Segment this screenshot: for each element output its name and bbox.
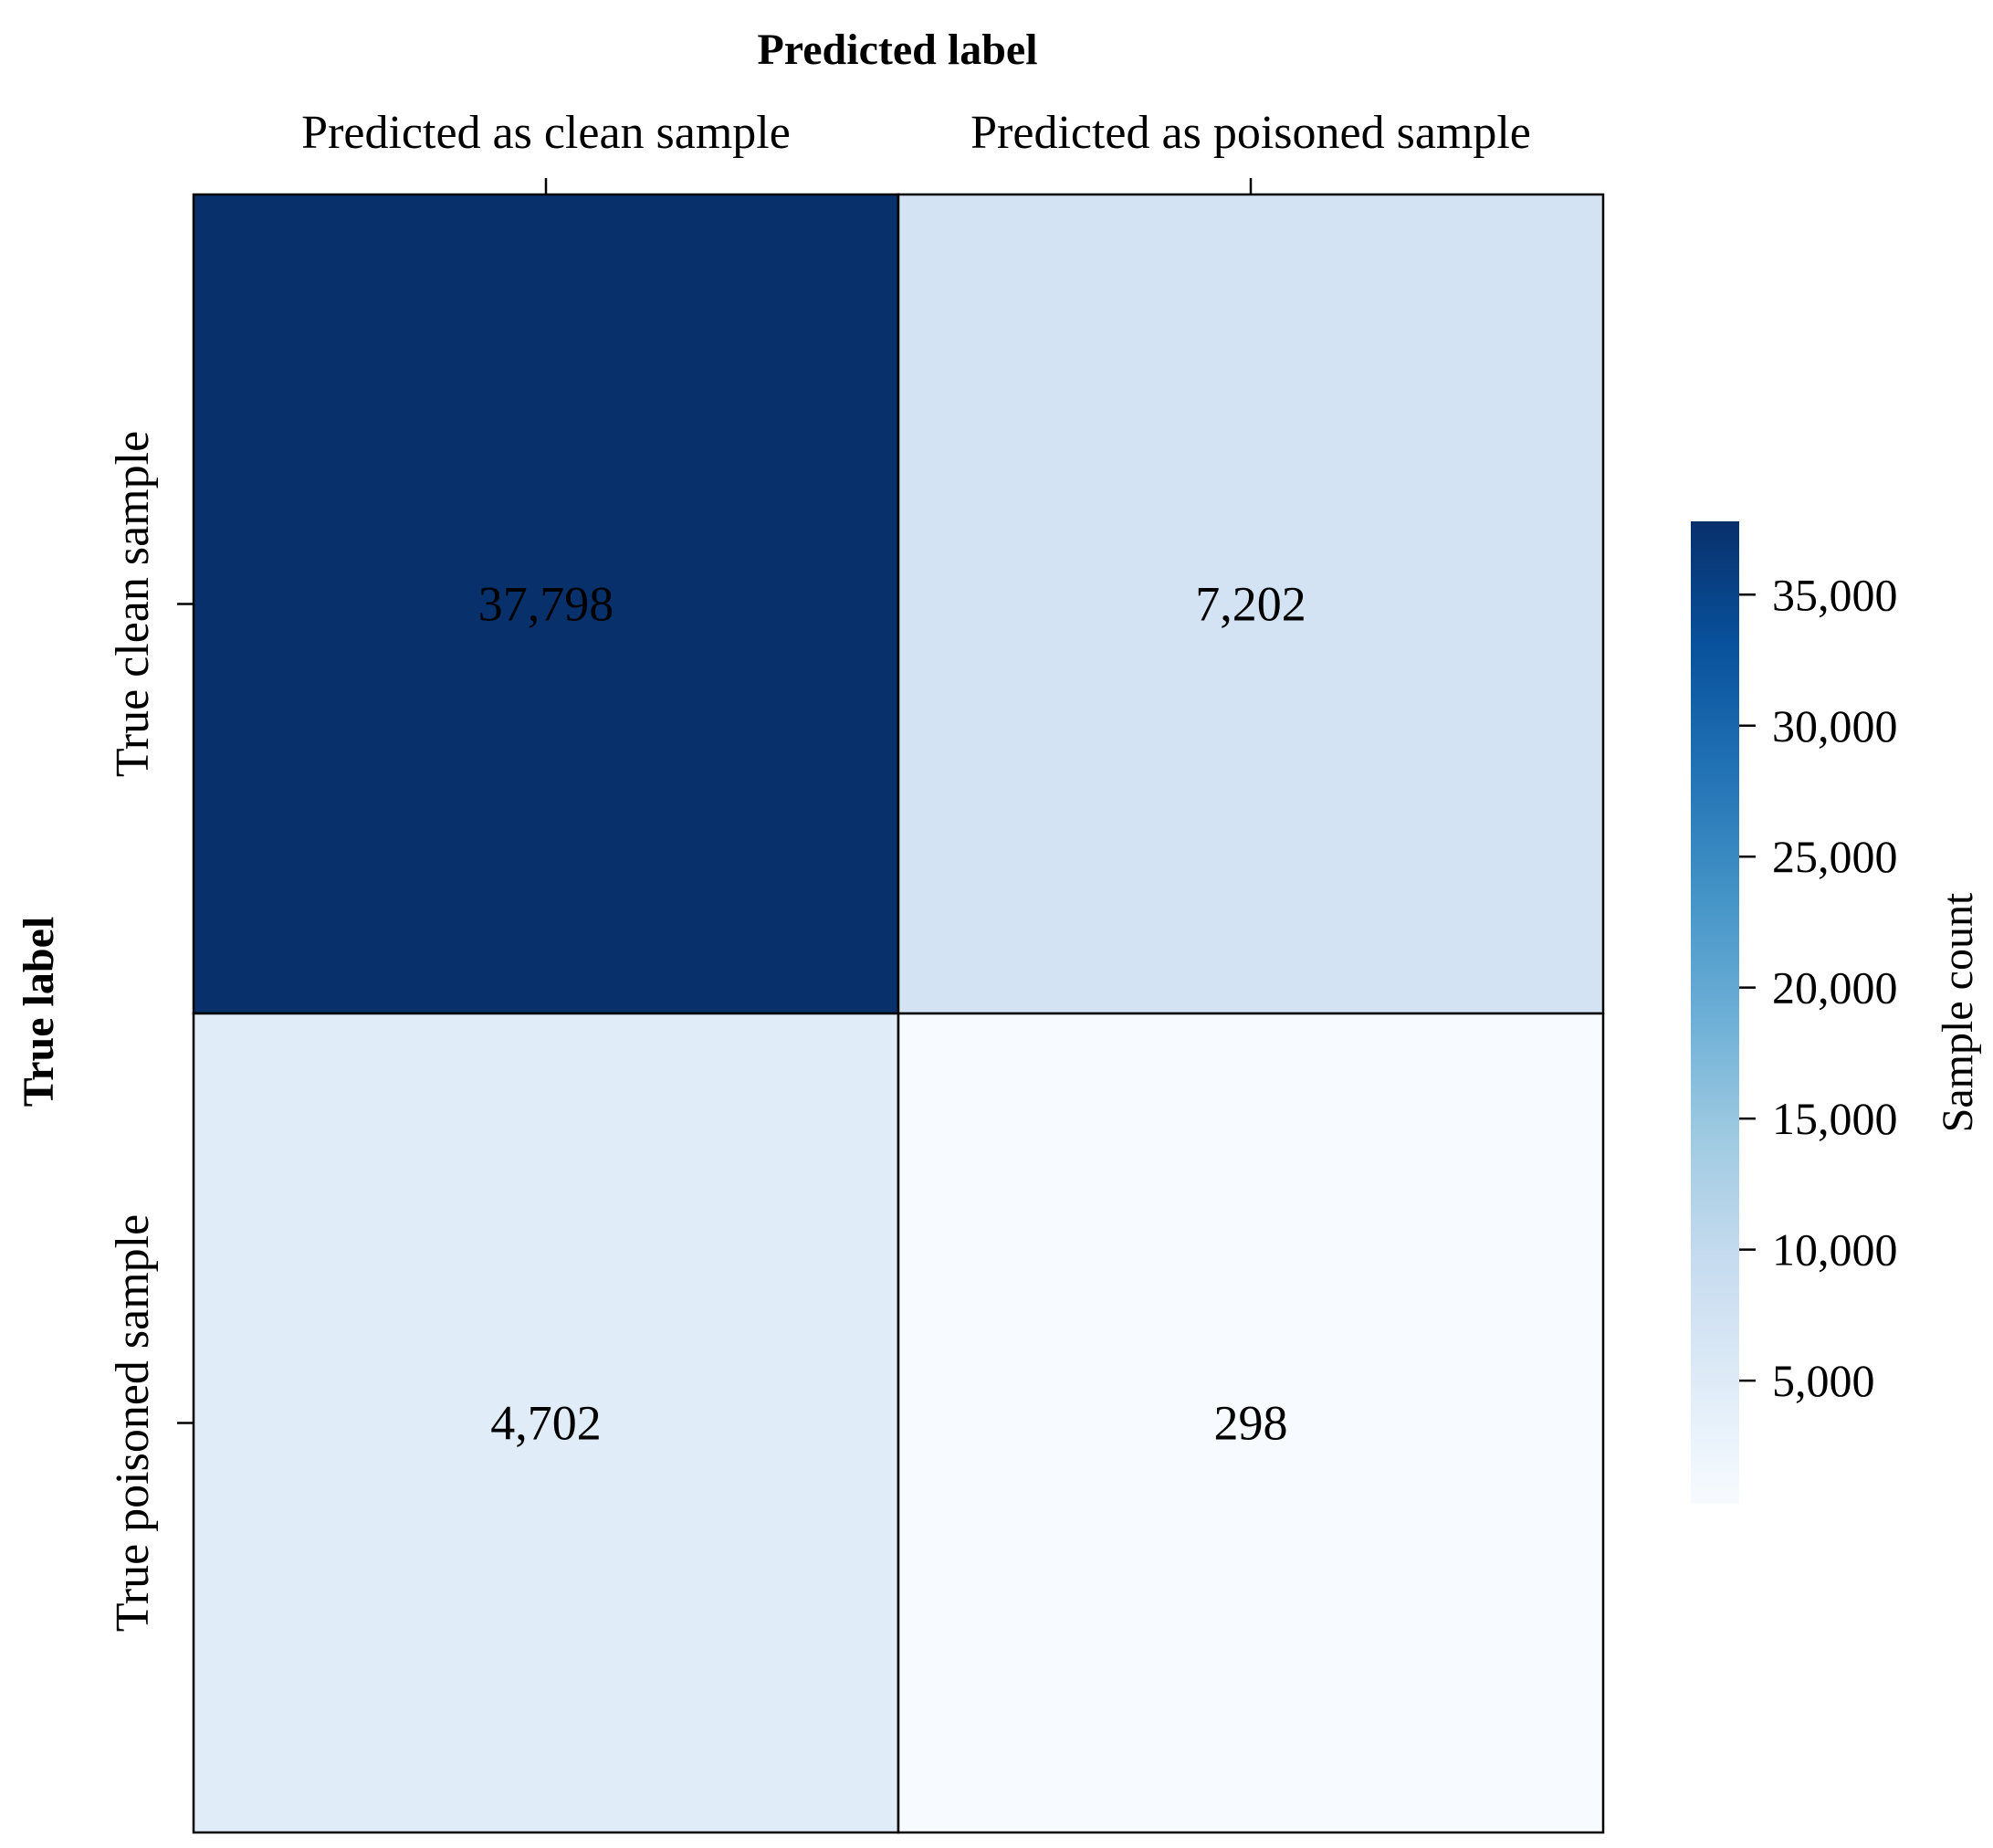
heatmap-cells — [192, 193, 1605, 1834]
colorbar-tick-label-3: 20,000 — [1772, 962, 1898, 1013]
cell-value-label-r1-c1: 298 — [1214, 1396, 1288, 1451]
y-axis-title: True label — [15, 917, 63, 1107]
y-tick-label-1: True poisoned sample — [107, 1214, 159, 1632]
colorbar-label: Sample count — [1934, 892, 1982, 1132]
y-tick-label-0: True clean sample — [107, 431, 159, 777]
cell-value-label-r1-c0: 4,702 — [490, 1396, 602, 1451]
heatmap-cell-r0-c0 — [192, 193, 900, 1015]
colorbar-tick-label-1: 10,000 — [1772, 1224, 1898, 1276]
x-axis-ticks: Predicted as clean sample Predicted as po… — [301, 107, 1531, 194]
x-tick-label-0: Predicted as clean sample — [301, 107, 791, 159]
x-tick-label-1: Predicted as poisoned sample — [970, 107, 1531, 159]
colorbar-tick-label-0: 5,000 — [1772, 1355, 1875, 1406]
cell-value-label-r0-c1: 7,202 — [1195, 577, 1306, 632]
colorbar — [1691, 521, 1739, 1504]
colorbar-tick-label-5: 30,000 — [1772, 700, 1898, 751]
colorbar-tick-label-2: 15,000 — [1772, 1093, 1898, 1144]
colorbar-ticks: 5,000 10,000 15,000 20,000 25,000 30,000 35,00… — [1739, 569, 1898, 1406]
colorbar-tick-label-6: 35,000 — [1772, 569, 1898, 620]
heatmap-cell-r0-c1 — [897, 193, 1605, 1015]
y-axis-ticks: True clean sample True poisoned sample — [107, 431, 194, 1632]
heatmap-cell-r1-c1 — [897, 1012, 1605, 1834]
cell-value-label-r0-c0: 37,798 — [478, 577, 614, 632]
heatmap-cell-labels: 37,798 7,202 4,702 298 — [478, 577, 1306, 1451]
colorbar-tick-label-4: 25,000 — [1772, 831, 1898, 882]
heatmap-cell-r1-c0 — [192, 1012, 900, 1834]
x-axis-title: Predicted label — [757, 26, 1037, 74]
